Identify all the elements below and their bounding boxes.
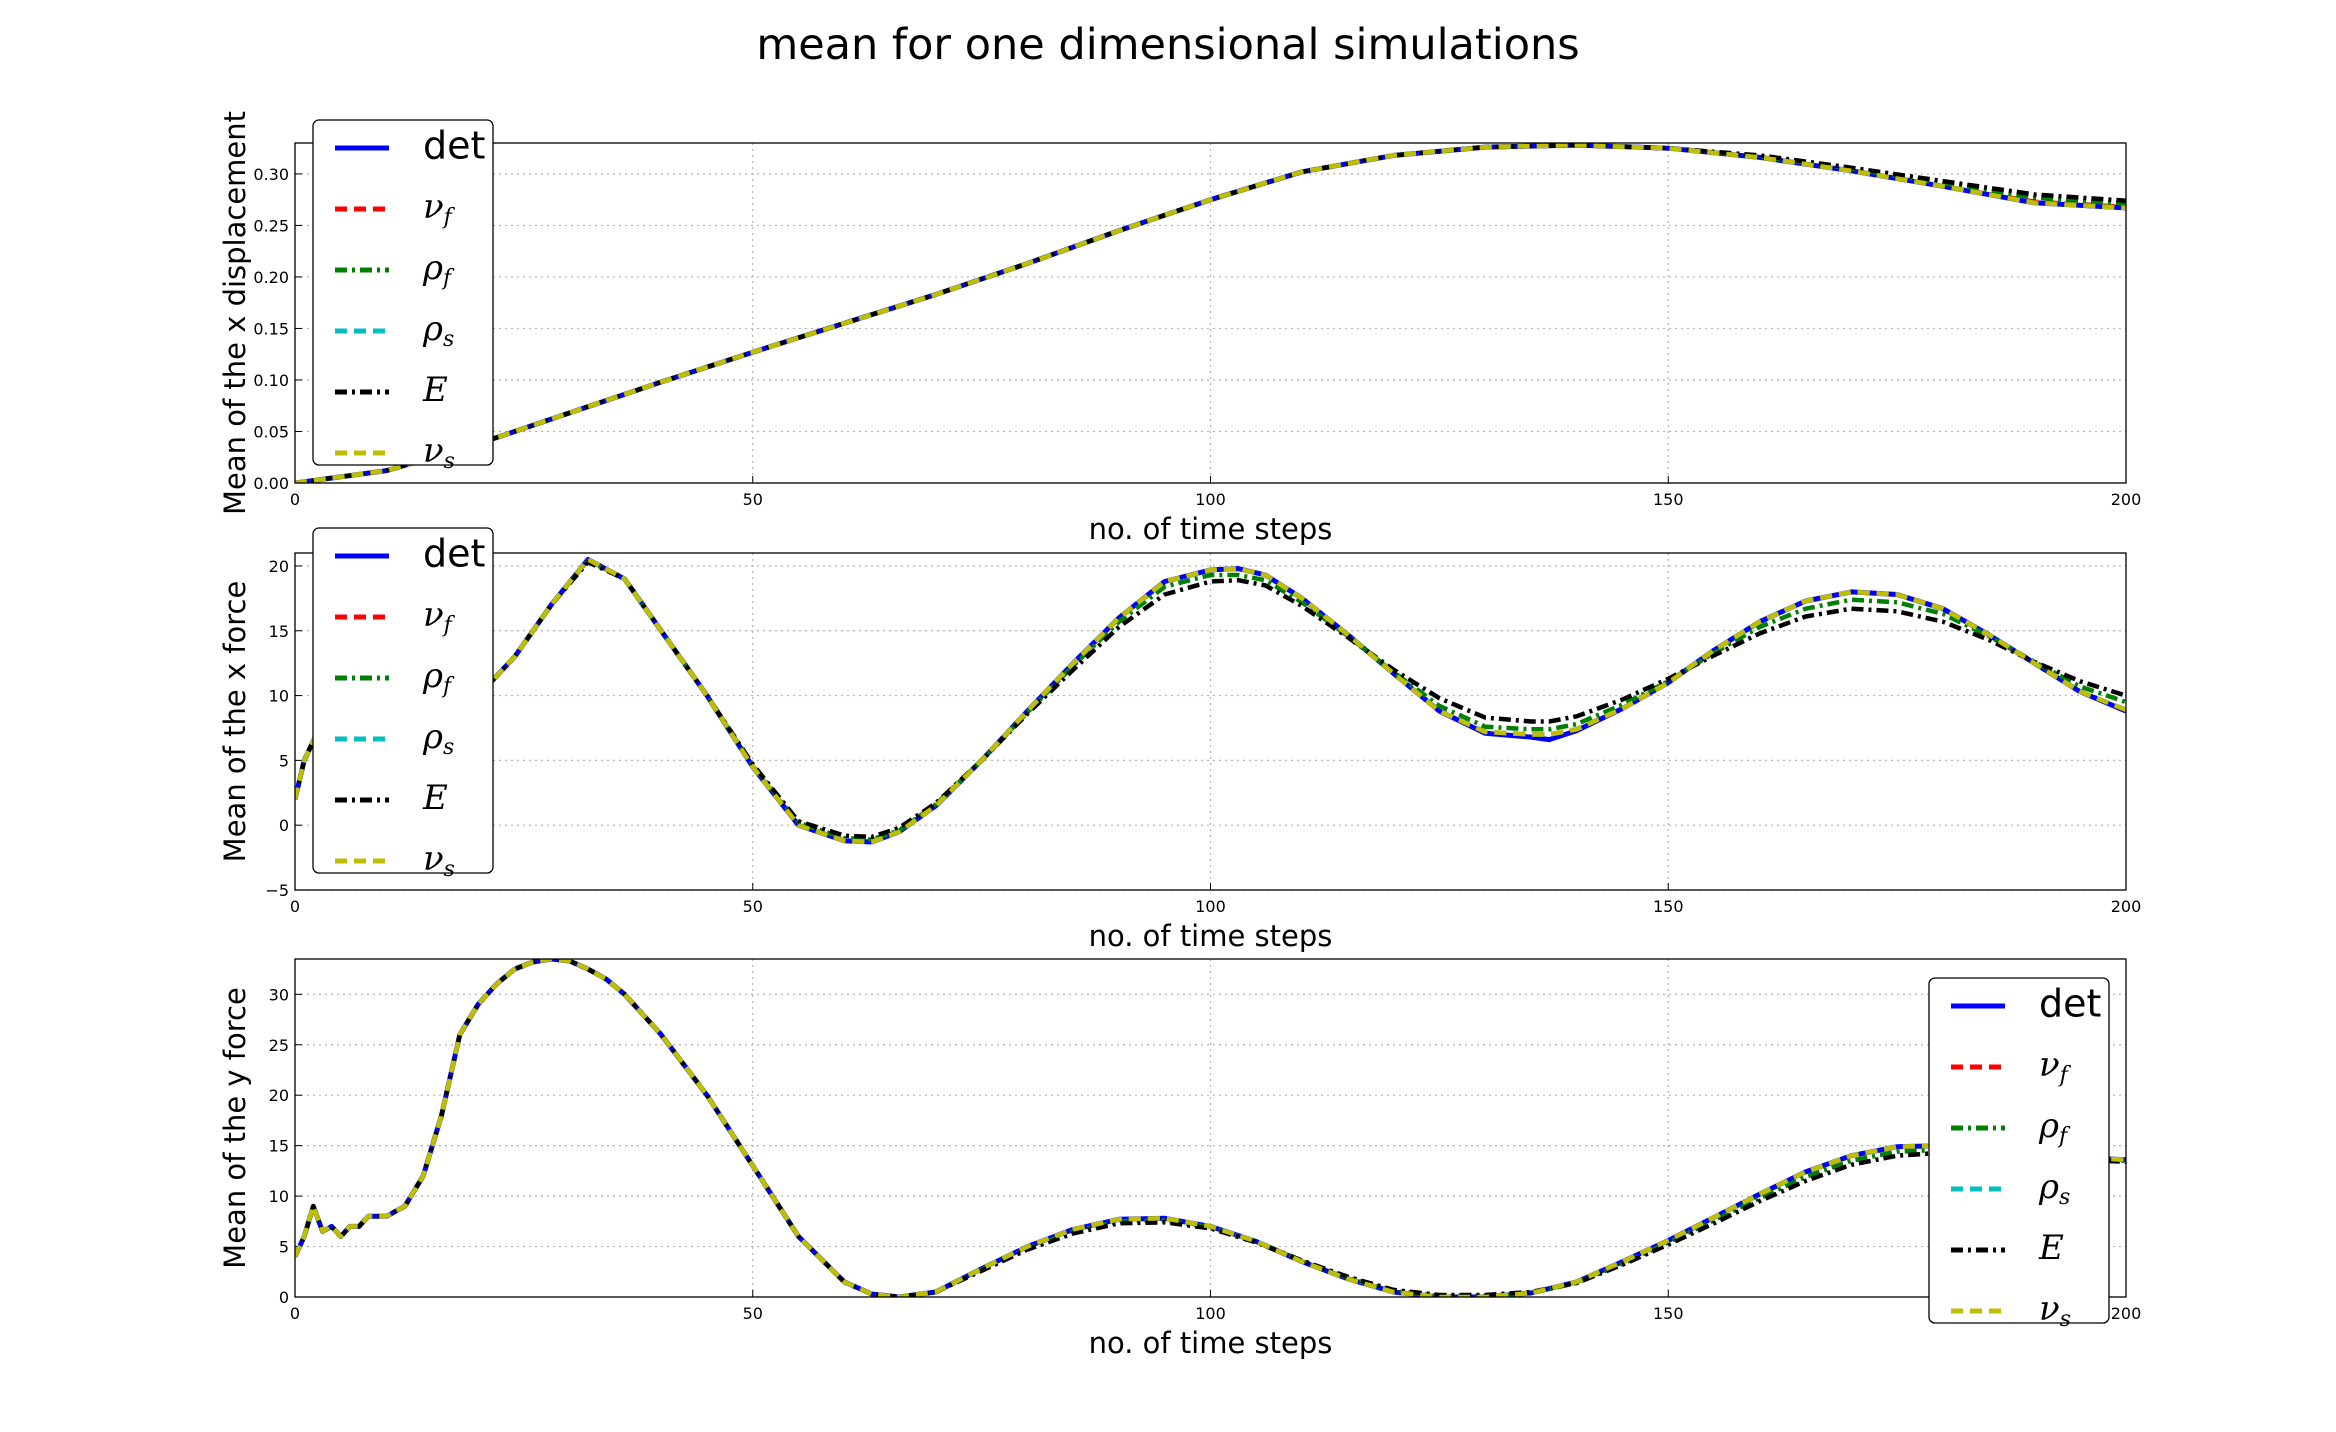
x-axis-label: no. of time steps [1089, 1326, 1333, 1360]
y-tick-label: 0.00 [253, 474, 289, 493]
legend-label: ρs [422, 717, 454, 760]
legend-label: νs [2039, 1289, 2071, 1332]
y-tick-label: 5 [279, 751, 289, 770]
x-tick-label: 50 [743, 1304, 763, 1323]
legend-box [312, 119, 494, 466]
y-tick-label: 30 [269, 985, 289, 1004]
legend-label: ρs [2038, 1167, 2070, 1210]
y-tick-label: 0.15 [253, 319, 289, 338]
x-tick-label: 100 [1195, 490, 1226, 509]
series-line-2 [295, 558, 2126, 842]
axes-frame [294, 958, 2127, 1298]
x-tick-label: 200 [2111, 1304, 2142, 1323]
series-line-5 [295, 959, 2126, 1297]
y-tick-label: 10 [269, 1187, 289, 1206]
y-tick-label: 15 [269, 1137, 289, 1156]
legend-label: E [422, 370, 448, 410]
y-tick-label: 0.10 [253, 371, 289, 390]
y-tick-label: 0.30 [253, 165, 289, 184]
y-tick-label: 0.05 [253, 422, 289, 441]
legend-label: det [2039, 982, 2101, 1026]
x-tick-label: 0 [290, 897, 300, 916]
figure-title: mean for one dimensional simulations [756, 20, 1580, 70]
legend-box [312, 527, 494, 874]
y-tick-label: 25 [269, 1036, 289, 1055]
legend-label: E [2038, 1228, 2064, 1268]
y-tick-label: −5 [265, 881, 289, 900]
y-tick-label: 0.25 [253, 216, 289, 235]
x-tick-label: 150 [1653, 490, 1684, 509]
legend-label: det [423, 124, 485, 168]
y-axis-label: Mean of the x force [218, 581, 252, 863]
x-tick-label: 200 [2111, 490, 2142, 509]
legend-label: E [422, 778, 448, 818]
x-tick-label: 0 [290, 1304, 300, 1323]
legend-label: νs [423, 839, 455, 882]
y-axis-label: Mean of the y force [218, 987, 252, 1269]
x-axis-label: no. of time steps [1089, 512, 1333, 546]
x-tick-label: 50 [743, 897, 763, 916]
axes-frame [294, 142, 2127, 484]
y-axis-label: Mean of the x displacement [218, 111, 252, 515]
legend-label: det [423, 532, 485, 576]
x-tick-label: 200 [2111, 897, 2142, 916]
subplot-1: 0 50 100 150 200 0.00 0.05 0.10 0.15 0.20 0.25 0.30… [218, 111, 2141, 546]
series-line-5 [295, 143, 2126, 483]
x-tick-label: 0 [290, 490, 300, 509]
y-tick-label: 15 [269, 622, 289, 641]
x-tick-label: 150 [1653, 897, 1684, 916]
axes-frame [294, 552, 2127, 891]
y-tick-label: 5 [279, 1238, 289, 1257]
legend-box [1928, 977, 2110, 1324]
x-tick-label: 50 [743, 490, 763, 509]
y-tick-label: 0.20 [253, 268, 289, 287]
y-tick-label: 20 [269, 557, 289, 576]
x-tick-label: 150 [1653, 1304, 1684, 1323]
legend-label: ρs [422, 309, 454, 352]
x-tick-label: 100 [1195, 897, 1226, 916]
y-tick-label: 0 [279, 816, 289, 835]
legend-label: νs [423, 431, 455, 474]
x-axis-label: no. of time steps [1089, 919, 1333, 953]
y-tick-label: 10 [269, 687, 289, 706]
x-tick-label: 100 [1195, 1304, 1226, 1323]
y-tick-label: 20 [269, 1086, 289, 1105]
series-line-5 [295, 557, 2126, 845]
y-tick-label: 0 [279, 1288, 289, 1307]
subplot-3: 0 50 100 150 200 0 5 10 15 20 25 30 no. of time step… [218, 958, 2142, 1360]
